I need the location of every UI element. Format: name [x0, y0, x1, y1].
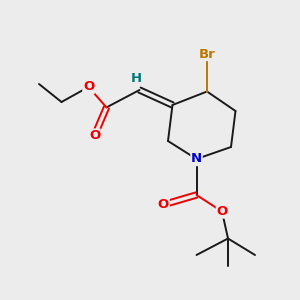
Text: H: H	[131, 72, 142, 85]
Text: O: O	[83, 80, 94, 94]
Text: Br: Br	[199, 47, 215, 61]
Text: O: O	[216, 205, 228, 218]
Text: O: O	[158, 198, 169, 211]
Text: N: N	[191, 152, 202, 166]
Text: O: O	[89, 129, 100, 142]
